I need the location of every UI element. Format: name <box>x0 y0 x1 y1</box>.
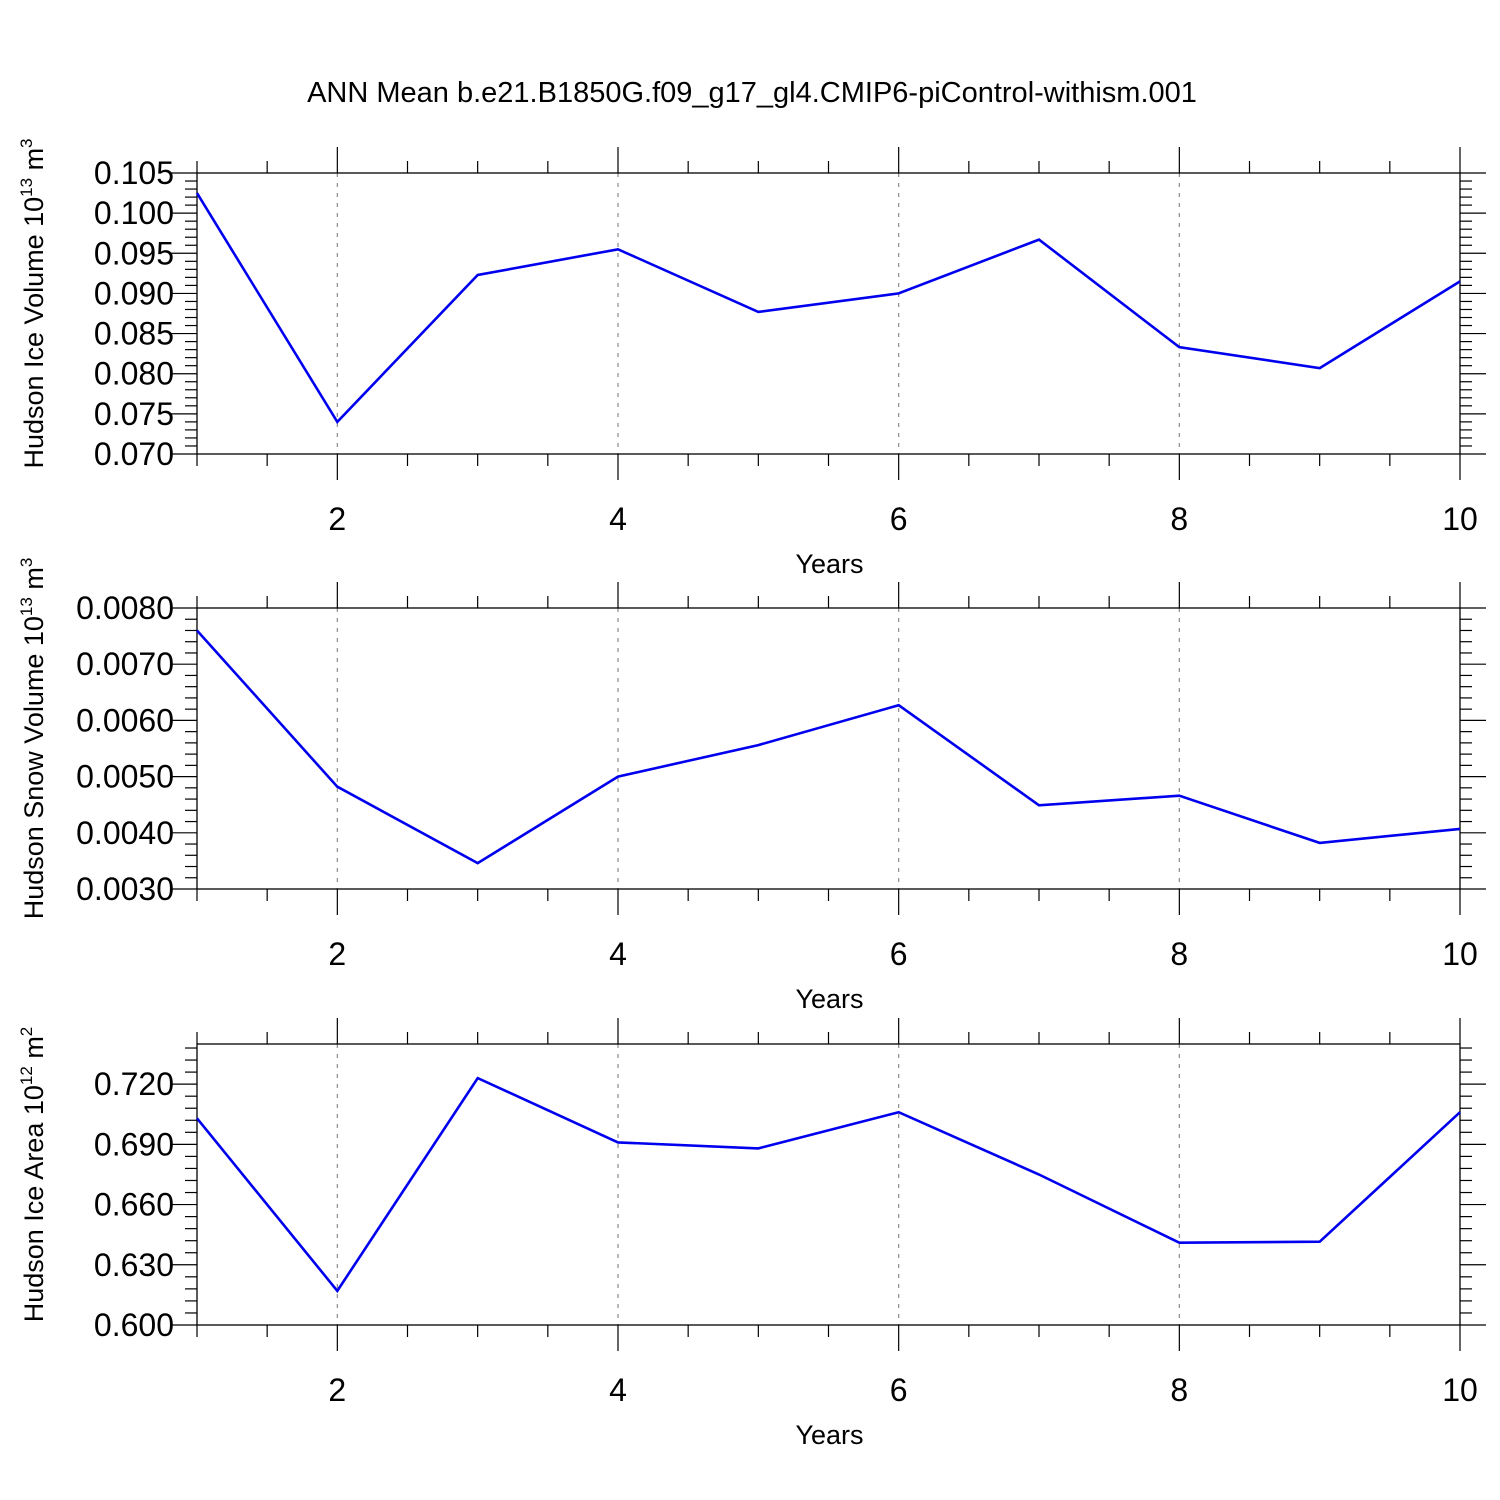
series-line <box>195 1076 1461 1294</box>
series-line <box>195 192 1461 425</box>
x-tick-label: 2 <box>328 1372 346 1408</box>
y-axis-label: Hudson Snow Volume 1013 m3 <box>17 558 49 920</box>
y-tick-label: 0.100 <box>94 195 174 231</box>
x-tick-label: 6 <box>890 501 908 537</box>
y-tick-label: 0.080 <box>94 356 174 392</box>
chart-panel-3: 2 4 6 8 10 0.600 0.630 0.660 0.690 0.720 Years Huds… <box>17 1018 1486 1450</box>
x-tick-label: 4 <box>609 1372 627 1408</box>
y-tick-label: 0.0040 <box>76 815 174 851</box>
x-tick-label: 8 <box>1170 1372 1188 1408</box>
x-tick-label: 4 <box>609 936 627 972</box>
y-tick-label: 0.0080 <box>76 590 174 626</box>
y-tick-label: 0.630 <box>94 1247 174 1283</box>
y-tick-label: 0.105 <box>94 155 174 191</box>
y-axis-label: Hudson Ice Volume 1013 m3 <box>17 138 49 468</box>
x-tick-label: 2 <box>328 501 346 537</box>
y-tick-label: 0.090 <box>94 275 174 311</box>
x-tick-label: 10 <box>1442 501 1478 537</box>
x-axis-label: Years <box>795 984 863 1014</box>
x-tick-label: 6 <box>890 936 908 972</box>
y-tick-label: 0.600 <box>94 1307 174 1343</box>
x-axis-label: Years <box>795 549 863 579</box>
series-line <box>196 629 1461 865</box>
y-tick-label: 0.095 <box>94 235 174 271</box>
plot-frame <box>196 1043 1461 1326</box>
x-tick-label: 10 <box>1442 1372 1478 1408</box>
x-tick-label: 4 <box>609 501 627 537</box>
y-tick-label: 0.660 <box>94 1187 174 1223</box>
chart-panel-1: 2 4 6 8 10 0.070 0.075 0.080 0.085 0.090 0.095 0.10… <box>17 138 1486 579</box>
panels: 2 4 6 8 10 0.070 0.075 0.080 0.085 0.090 0.095 0.10… <box>17 138 1486 1450</box>
plot-frame <box>196 172 1461 455</box>
y-tick-label: 0.085 <box>94 316 174 352</box>
plot-frame <box>196 607 1461 890</box>
x-axis-label: Years <box>795 1420 863 1450</box>
y-tick-label: 0.075 <box>94 396 174 432</box>
y-tick-label: 0.0070 <box>76 646 174 682</box>
y-tick-label: 0.0060 <box>76 702 174 738</box>
y-tick-label: 0.070 <box>94 436 174 472</box>
x-tick-label: 8 <box>1170 936 1188 972</box>
x-tick-label: 6 <box>890 1372 908 1408</box>
x-tick-label: 2 <box>328 936 346 972</box>
figure-title: ANN Mean b.e21.B1850G.f09_g17_gl4.CMIP6-… <box>307 77 1197 109</box>
chart-panel-2: 2 4 6 8 10 0.0030 0.0040 0.0050 0.0060 0.0070 0.00… <box>17 558 1486 1014</box>
x-tick-label: 8 <box>1170 501 1188 537</box>
x-tick-label: 10 <box>1442 936 1478 972</box>
y-tick-label: 0.690 <box>94 1126 174 1162</box>
y-tick-label: 0.0050 <box>76 759 174 795</box>
y-tick-label: 0.0030 <box>76 871 174 907</box>
y-axis-label: Hudson Ice Area 1012 m2 <box>17 1027 49 1323</box>
y-tick-label: 0.720 <box>94 1066 174 1102</box>
